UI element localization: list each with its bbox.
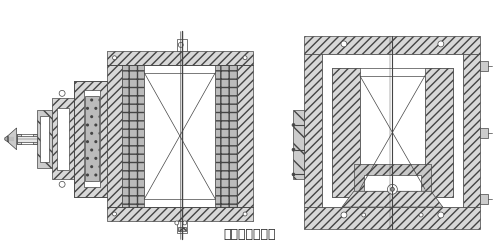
Circle shape: [112, 212, 116, 216]
Bar: [364, 176, 421, 191]
Bar: [425, 68, 452, 197]
Bar: [304, 54, 322, 207]
Bar: [480, 128, 488, 138]
Bar: [106, 65, 122, 207]
Circle shape: [175, 221, 179, 225]
Circle shape: [388, 184, 398, 194]
Bar: [332, 68, 360, 197]
Polygon shape: [8, 128, 16, 150]
Bar: [480, 194, 488, 204]
Polygon shape: [342, 191, 443, 207]
Bar: [52, 98, 74, 180]
Bar: [34, 134, 38, 144]
Circle shape: [292, 173, 295, 176]
Bar: [178, 227, 186, 231]
Bar: [322, 54, 462, 207]
Bar: [480, 61, 488, 70]
Bar: [332, 68, 452, 197]
Bar: [177, 39, 186, 51]
Circle shape: [292, 148, 295, 151]
Circle shape: [438, 212, 444, 218]
Circle shape: [243, 56, 247, 60]
Bar: [38, 110, 52, 168]
Circle shape: [292, 124, 295, 126]
Circle shape: [390, 187, 394, 191]
Circle shape: [419, 213, 423, 217]
Bar: [74, 80, 106, 197]
Circle shape: [59, 181, 65, 187]
Bar: [237, 65, 253, 207]
Circle shape: [112, 56, 116, 60]
Bar: [462, 54, 480, 207]
Bar: [292, 110, 304, 180]
Bar: [16, 134, 20, 144]
Bar: [84, 90, 100, 187]
Text: （三）防爆装置: （三）防爆装置: [224, 228, 276, 241]
Polygon shape: [5, 136, 8, 142]
Bar: [57, 108, 69, 170]
Bar: [144, 72, 216, 199]
Bar: [85, 96, 98, 181]
Circle shape: [362, 213, 366, 217]
Bar: [40, 116, 50, 162]
Circle shape: [59, 90, 65, 96]
Circle shape: [341, 212, 347, 218]
Bar: [16, 136, 38, 142]
Bar: [122, 65, 144, 207]
Bar: [177, 221, 186, 233]
Bar: [106, 207, 253, 221]
Circle shape: [178, 42, 183, 47]
Circle shape: [243, 212, 247, 216]
Bar: [106, 51, 253, 65]
Bar: [122, 65, 237, 207]
Circle shape: [341, 41, 347, 47]
Bar: [16, 134, 38, 144]
Bar: [304, 36, 480, 54]
Bar: [216, 65, 237, 207]
Bar: [304, 207, 480, 229]
Bar: [354, 164, 431, 191]
Circle shape: [183, 221, 186, 225]
Circle shape: [438, 41, 444, 47]
Bar: [360, 76, 425, 189]
